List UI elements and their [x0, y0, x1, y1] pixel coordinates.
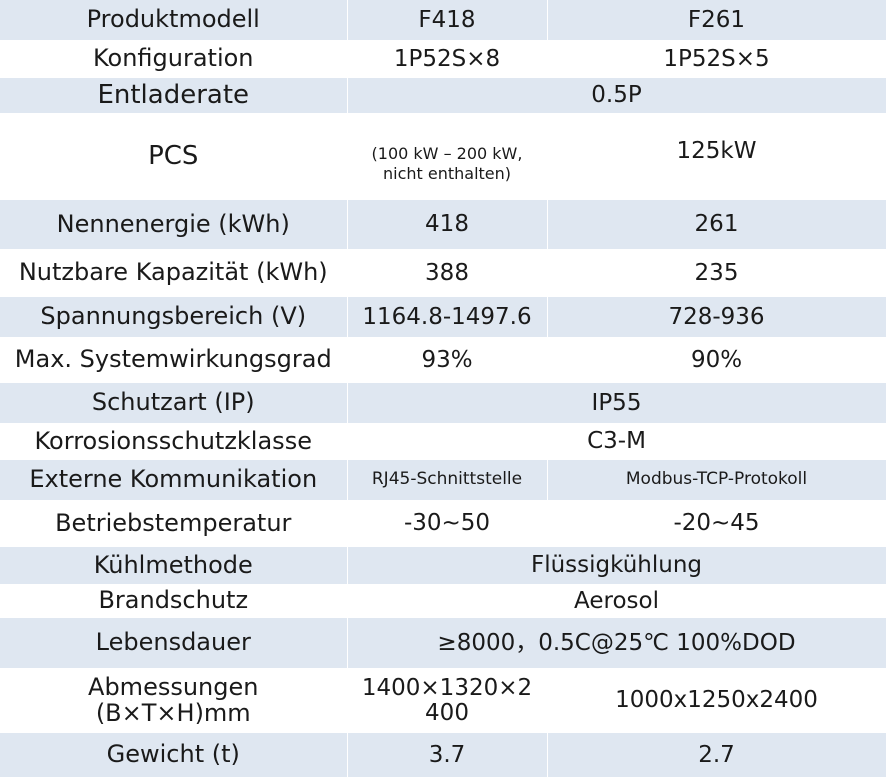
cell-f418: (100 kW – 200 kW, nicht enthalten): [347, 113, 548, 200]
cell-f261: 1000x1250x2400: [547, 668, 886, 733]
row-label: Lebensdauer: [0, 618, 348, 668]
row-label: Max. Systemwirkungsgrad: [0, 337, 348, 383]
row-label: Externe Kommunikation: [0, 460, 348, 500]
cell-f418: 388: [347, 249, 548, 297]
table-row: Externe Kommunikation RJ45-Schnittstelle…: [0, 460, 886, 500]
cell-f418-line: 1400×1320×2: [361, 675, 533, 702]
table-row: Abmessungen (B×T×H)mm 1400×1320×2 400 10…: [0, 668, 886, 733]
table-row: Gewicht (t) 3.7 2.7: [0, 733, 886, 777]
row-label: Konfiguration: [0, 40, 348, 78]
cell-f261: Modbus-TCP-Protokoll: [547, 460, 886, 500]
cell-shared: Flüssigkühlung: [347, 547, 886, 584]
table-row: Spannungsbereich (V) 1164.8-1497.6 728-9…: [0, 297, 886, 337]
row-label: Gewicht (t): [0, 733, 348, 777]
table-row: Max. Systemwirkungsgrad 93% 90%: [0, 337, 886, 383]
pcs-value: 125kW: [676, 138, 757, 165]
cell-f418: 3.7: [347, 733, 548, 777]
table-row: Korrosionsschutzklasse C3-M: [0, 423, 886, 460]
row-label-line: Abmessungen: [88, 673, 259, 702]
cell-f261: 728-936: [547, 297, 886, 337]
cell-f261: 90%: [547, 337, 886, 383]
cell-f261: 2.7: [547, 733, 886, 777]
cell-f261: 125kW: [547, 113, 886, 200]
cell-f418: RJ45-Schnittstelle: [347, 460, 548, 500]
row-label: Abmessungen (B×T×H)mm: [0, 668, 348, 733]
table-row: Schutzart (IP) IP55: [0, 383, 886, 423]
cell-f418: -30~50: [347, 500, 548, 547]
table-row: Nennenergie (kWh) 418 261: [0, 200, 886, 249]
row-label: Korrosionsschutzklasse: [0, 423, 348, 460]
cell-f418: 1164.8-1497.6: [347, 297, 548, 337]
table-row: Entladerate 0.5P: [0, 78, 886, 113]
cell-f418: 93%: [347, 337, 548, 383]
row-label: Nennenergie (kWh): [0, 200, 348, 249]
row-label: Entladerate: [0, 78, 348, 113]
cell-shared: IP55: [347, 383, 886, 423]
row-label: Nutzbare Kapazität (kWh): [0, 249, 348, 297]
row-label-line: (B×T×H)mm: [95, 698, 251, 727]
row-label: Brandschutz: [0, 584, 348, 618]
pcs-note: (100 kW – 200 kW, nicht enthalten): [371, 144, 523, 183]
row-label: Schutzart (IP): [0, 383, 348, 423]
table-row: Lebensdauer ≥8000，0.5C@25℃ 100%DOD: [0, 618, 886, 668]
cell-f418: 1400×1320×2 400: [347, 668, 548, 733]
table-row: Nutzbare Kapazität (kWh) 388 235: [0, 249, 886, 297]
cell-f418-line: 400: [425, 699, 469, 726]
cell-f261: 235: [547, 249, 886, 297]
cell-f261: -20~45: [547, 500, 886, 547]
row-label: Produktmodell: [0, 0, 348, 40]
row-label: Spannungsbereich (V): [0, 297, 348, 337]
cell-shared: Aerosol: [347, 584, 886, 618]
cell-f261: 261: [547, 200, 886, 249]
table-row: PCS (100 kW – 200 kW, nicht enthalten) 1…: [0, 113, 886, 200]
cell-f418: 1P52S×8: [347, 40, 548, 78]
cell-shared: ≥8000，0.5C@25℃ 100%DOD: [347, 618, 886, 668]
table-row: Betriebstemperatur -30~50 -20~45: [0, 500, 886, 547]
table-row: Brandschutz Aerosol: [0, 584, 886, 618]
cell-f418: F418: [347, 0, 548, 40]
table-row: Kühlmethode Flüssigkühlung: [0, 547, 886, 584]
cell-shared: C3-M: [347, 423, 886, 460]
cell-f261: 1P52S×5: [547, 40, 886, 78]
cell-f261: F261: [547, 0, 886, 40]
table-row: Produktmodell F418 F261: [0, 0, 886, 40]
row-label: Betriebstemperatur: [0, 500, 348, 547]
row-label: PCS: [0, 113, 348, 200]
row-label: Kühlmethode: [0, 547, 348, 584]
cell-shared: 0.5P: [347, 78, 886, 113]
table-row: Konfiguration 1P52S×8 1P52S×5: [0, 40, 886, 78]
cell-f418: 418: [347, 200, 548, 249]
